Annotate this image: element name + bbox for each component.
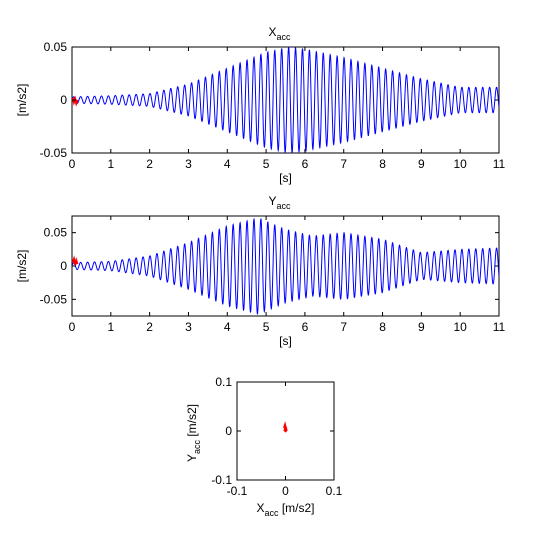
plot-area — [71, 46, 500, 154]
x-axis-label: Xacc [m/s2] — [256, 501, 314, 518]
x-tick-label: 11 — [493, 320, 506, 334]
x-tick-label: 3 — [185, 157, 192, 171]
y-axis-label: Yacc [m/s2] — [185, 404, 202, 462]
x-tick-label: 0 — [282, 484, 289, 498]
x-tick-label: 7 — [340, 320, 347, 334]
data-series-group — [283, 421, 288, 433]
x-tick-label: 11 — [493, 157, 506, 171]
signal-line — [72, 47, 499, 153]
x-tick-label: 2 — [146, 320, 153, 334]
x-tick-label: 6 — [302, 157, 309, 171]
x-tick-label: 8 — [379, 320, 386, 334]
x-tick-label: 10 — [454, 157, 468, 171]
x-tick-label: 2 — [146, 157, 153, 171]
y-tick-label: -0.1 — [211, 473, 232, 487]
y-axis-label: [m/s2] — [15, 250, 29, 283]
x-tick-label: 0 — [69, 320, 76, 334]
x-tick-label: 7 — [340, 157, 347, 171]
y-axis-label: [m/s2] — [15, 84, 29, 117]
marker-trace-line — [283, 421, 288, 433]
y-tick-label: 0.1 — [215, 375, 232, 389]
chart-title: Yacc — [268, 194, 291, 211]
x-tick-label: 1 — [107, 320, 114, 334]
y-tick-label: 0 — [60, 259, 67, 273]
x-tick-label: 4 — [224, 320, 231, 334]
chart-3: -0.1 0 0.1 -0.1 0 0.1 Xacc [m/s2] Yacc [m/s2] — [185, 375, 343, 518]
x-tick-label: 6 — [302, 320, 309, 334]
x-tick-label: 9 — [418, 320, 425, 334]
marker-trace-line — [72, 255, 79, 265]
x-tick-label: 5 — [263, 320, 270, 334]
x-tick-label: -0.1 — [227, 484, 248, 498]
chart-title: Xacc — [268, 25, 291, 42]
y-tick-label: 0 — [60, 93, 67, 107]
y-tick-label: 0 — [225, 424, 232, 438]
data-series-group — [72, 47, 499, 153]
x-tick-label: 3 — [185, 320, 192, 334]
x-tick-label: 9 — [418, 157, 425, 171]
x-tick-label: 5 — [263, 157, 270, 171]
x-axis-label: [s] — [279, 334, 292, 348]
y-tick-label: 0.05 — [44, 226, 68, 240]
y-tick-label: -0.05 — [40, 146, 68, 160]
y-tick-label: -0.05 — [40, 292, 68, 306]
x-tick-label: 4 — [224, 157, 231, 171]
signal-line — [72, 217, 499, 316]
x-tick-label: 0.1 — [326, 484, 343, 498]
x-axis-label: [s] — [279, 171, 292, 185]
x-tick-label: 10 — [454, 320, 468, 334]
x-tick-label: 8 — [379, 157, 386, 171]
y-tick-label: 0.05 — [44, 40, 68, 54]
marker-trace-line — [72, 95, 79, 107]
data-series-group — [72, 217, 499, 316]
x-tick-label: 1 — [107, 157, 114, 171]
x-tick-label: 0 — [69, 157, 76, 171]
